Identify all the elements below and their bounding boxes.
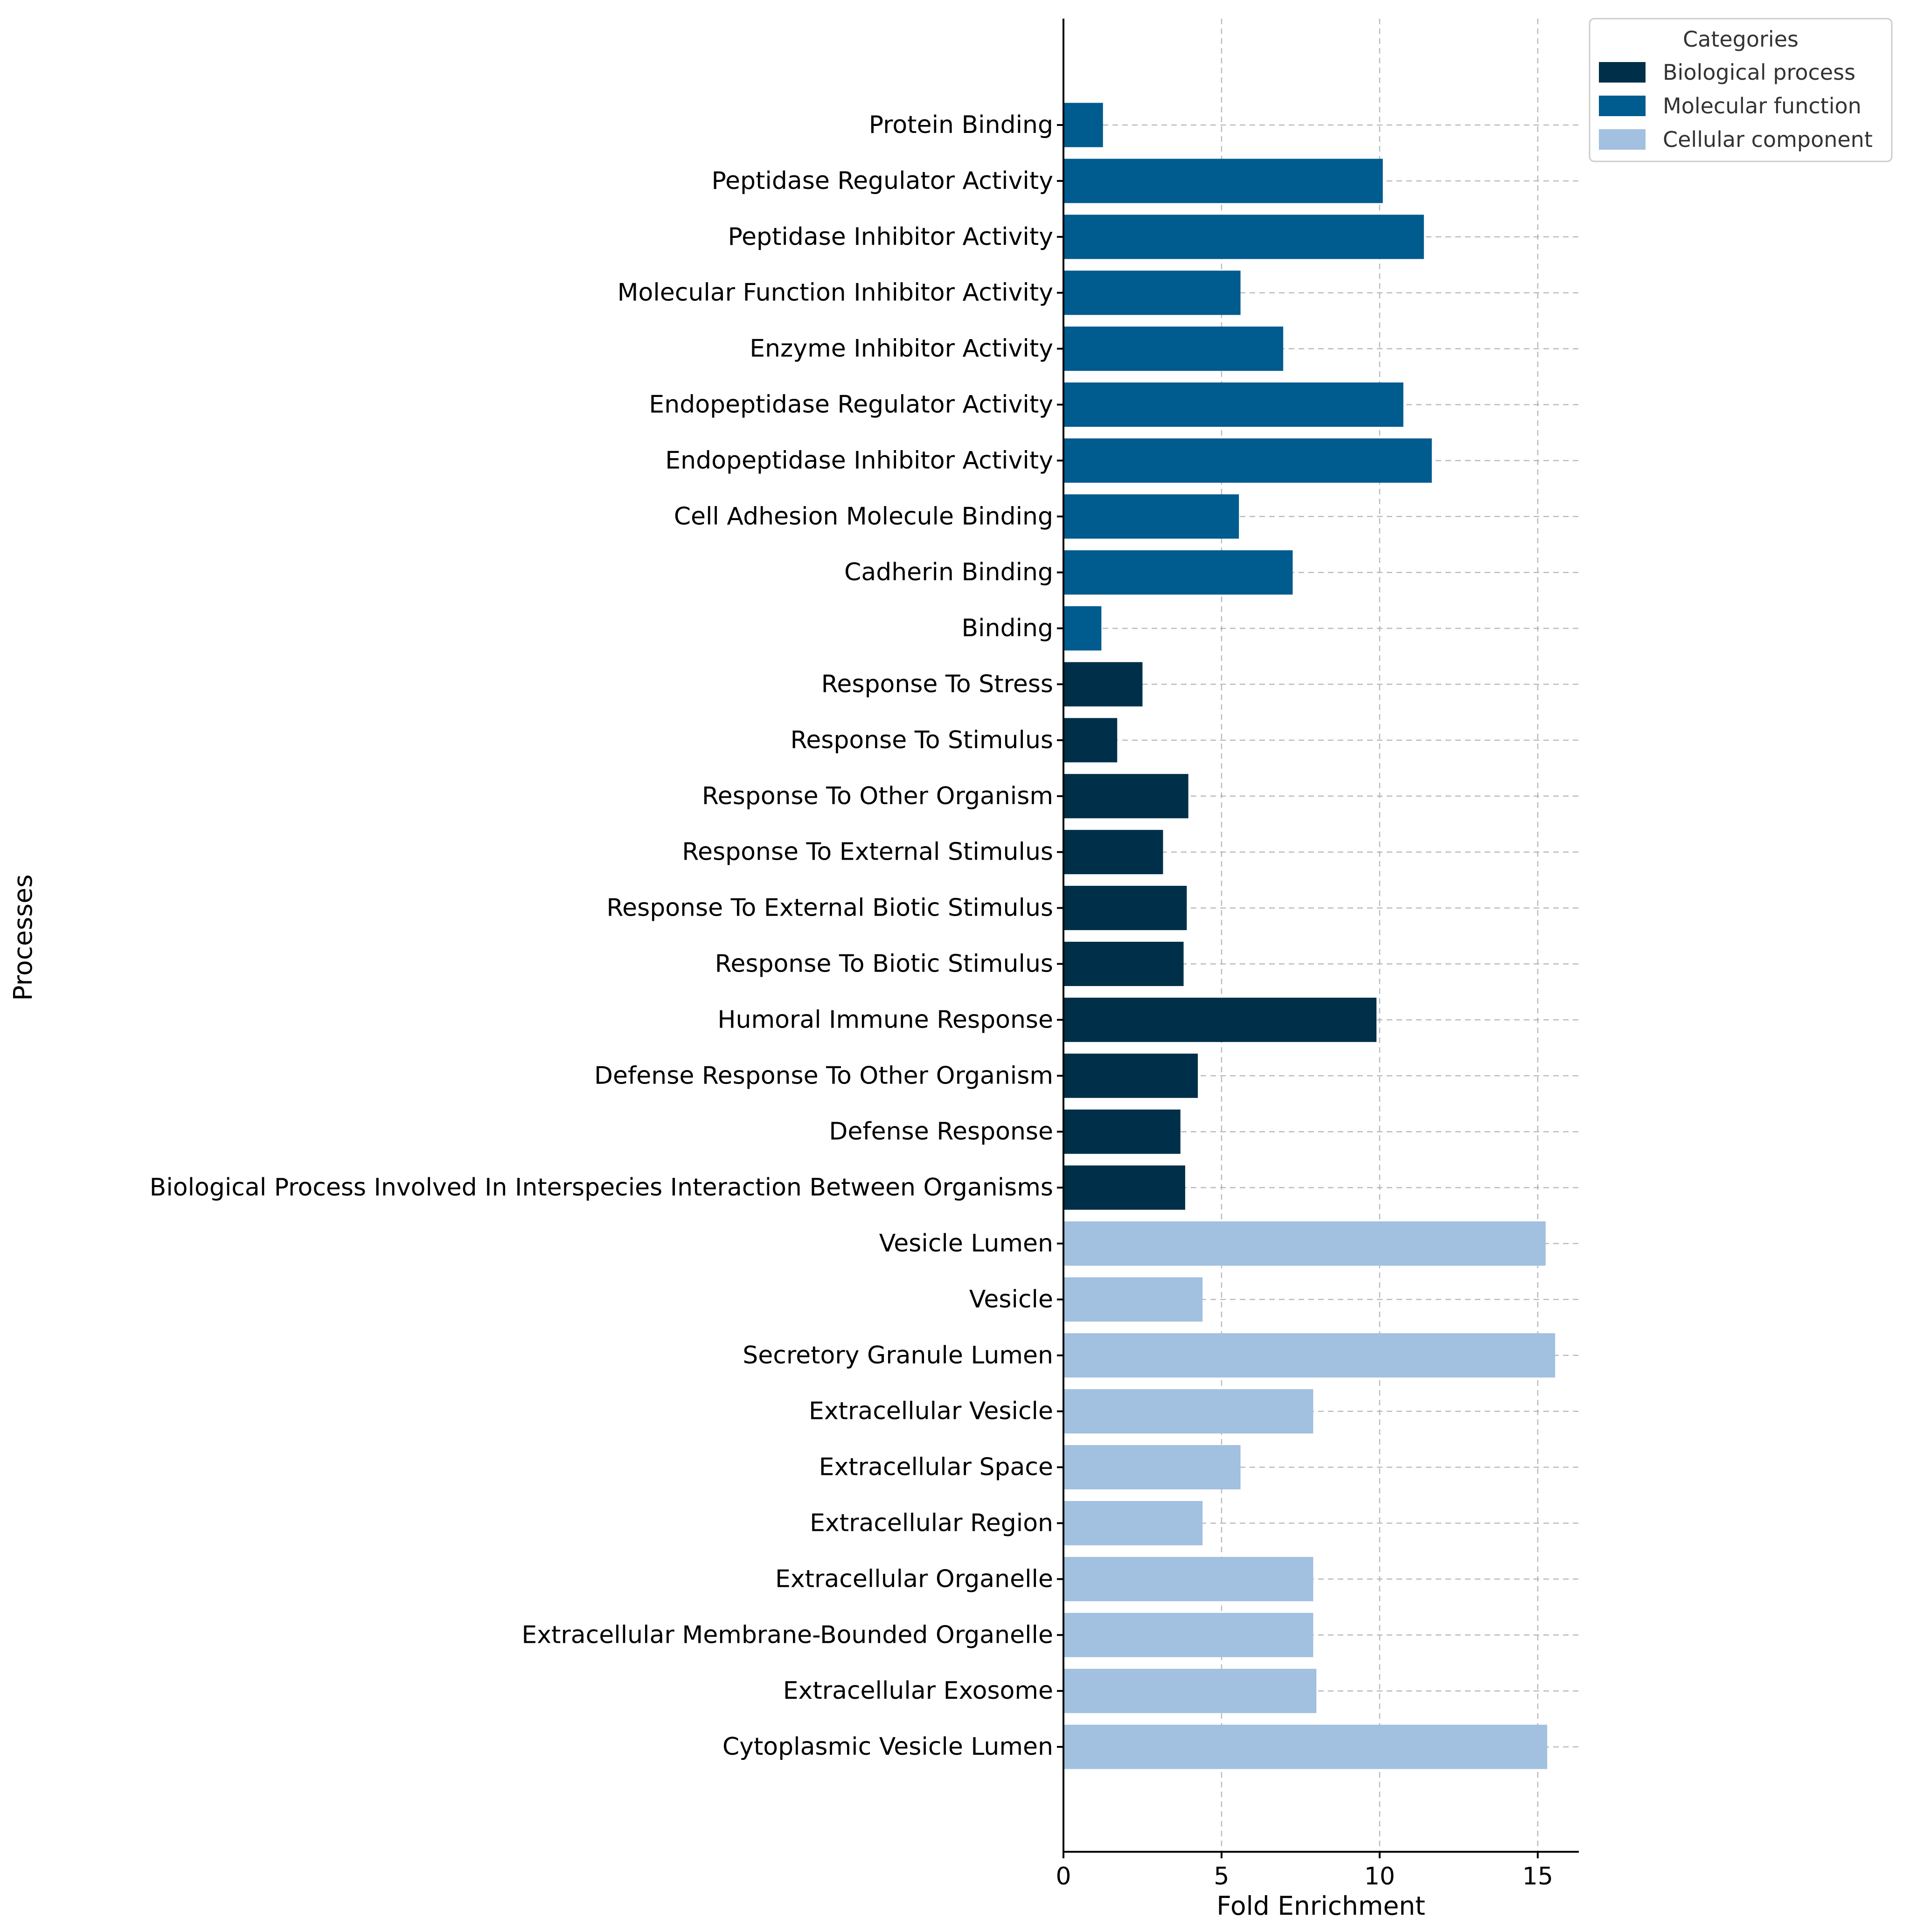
bar-protein-binding (1063, 103, 1103, 147)
y-tick-label-cytoplasmic-vesicle-lumen: Cytoplasmic Vesicle Lumen (722, 1733, 1053, 1761)
bar-extracellular-organelle (1063, 1557, 1313, 1601)
bar-extracellular-membrane-bounded-organelle (1063, 1612, 1313, 1657)
x-tick-label-0: 0 (1056, 1863, 1071, 1890)
x-tick-label-15: 15 (1522, 1863, 1553, 1890)
legend-swatch-biological-process (1599, 62, 1646, 83)
y-tick-label-enzyme-inhibitor-activity: Enzyme Inhibitor Activity (750, 335, 1053, 363)
y-axis-label: Processes (8, 874, 38, 1001)
x-tick-labels: 0 5 10 15 (1056, 1863, 1553, 1890)
y-tick-label-defense-response: Defense Response (829, 1118, 1053, 1146)
y-tick-label-extracellular-space: Extracellular Space (819, 1453, 1053, 1481)
y-tick-label-endopeptidase-regulator-activity: Endopeptidase Regulator Activity (649, 391, 1053, 419)
bar-response-to-external-stimulus (1063, 830, 1163, 875)
y-tick-label-extracellular-vesicle: Extracellular Vesicle (809, 1397, 1053, 1425)
y-tick-label-binding: Binding (962, 614, 1054, 642)
y-tick-label-extracellular-region: Extracellular Region (810, 1509, 1053, 1537)
bar-layer (1063, 103, 1556, 1769)
legend-swatch-cellular-component (1599, 129, 1646, 150)
bar-response-to-other-organism (1063, 774, 1188, 819)
y-tick-label-response-to-stress: Response To Stress (821, 670, 1053, 698)
bar-defense-response-to-other-organism (1063, 1053, 1198, 1098)
y-tick-label-humoral-immune-response: Humoral Immune Response (717, 1006, 1053, 1034)
y-tick-label-vesicle-lumen: Vesicle Lumen (879, 1230, 1053, 1258)
bar-cytoplasmic-vesicle-lumen (1063, 1724, 1548, 1769)
bar-response-to-external-biotic-stimulus (1063, 886, 1187, 931)
bar-biological-process-involved-in-interspecies-interaction-between-organisms (1063, 1165, 1185, 1210)
bar-response-to-stress (1063, 662, 1143, 707)
legend: Categories Biological process Molecular f… (1589, 18, 1893, 162)
x-tick-label-5: 5 (1214, 1863, 1229, 1890)
y-tick-label-defense-response-to-other-organism: Defense Response To Other Organism (594, 1062, 1053, 1090)
y-tick-label-cell-adhesion-molecule-binding: Cell Adhesion Molecule Binding (674, 502, 1053, 530)
y-tick-label-response-to-external-stimulus: Response To External Stimulus (682, 838, 1053, 866)
bar-vesicle-lumen (1063, 1221, 1546, 1266)
bar-peptidase-inhibitor-activity (1063, 215, 1424, 259)
x-tick-label-10: 10 (1364, 1863, 1395, 1890)
y-tick-label-response-to-other-organism: Response To Other Organism (702, 782, 1053, 810)
axis-layer (1057, 19, 1579, 1858)
bar-endopeptidase-inhibitor-activity (1063, 438, 1432, 483)
y-tick-label-extracellular-organelle: Extracellular Organelle (775, 1565, 1053, 1593)
y-tick-label-response-to-external-biotic-stimulus: Response To External Biotic Stimulus (606, 894, 1053, 922)
x-axis-label: Fold Enrichment (1216, 1891, 1425, 1921)
bar-extracellular-region (1063, 1501, 1203, 1545)
y-tick-label-peptidase-regulator-activity: Peptidase Regulator Activity (712, 167, 1053, 195)
y-tick-label-endopeptidase-inhibitor-activity: Endopeptidase Inhibitor Activity (665, 446, 1053, 474)
bar-peptidase-regulator-activity (1063, 159, 1383, 203)
legend-label-cellular-component: Cellular component (1663, 127, 1873, 152)
legend-frame (1589, 18, 1893, 162)
legend-swatch-molecular-function (1599, 96, 1646, 116)
bar-extracellular-vesicle (1063, 1389, 1313, 1434)
legend-label-molecular-function: Molecular function (1663, 93, 1861, 118)
bar-defense-response (1063, 1109, 1181, 1154)
y-tick-label-peptidase-inhibitor-activity: Peptidase Inhibitor Activity (728, 223, 1053, 251)
bar-response-to-biotic-stimulus (1063, 942, 1184, 986)
bar-binding (1063, 606, 1102, 651)
bar-humoral-immune-response (1063, 997, 1377, 1042)
y-tick-label-extracellular-exosome: Extracellular Exosome (783, 1677, 1053, 1705)
bar-extracellular-exosome (1063, 1668, 1317, 1713)
y-tick-label-extracellular-membrane-bounded-organelle: Extracellular Membrane-Bounded Organelle (521, 1621, 1053, 1649)
y-tick-labels: Protein Binding Peptidase Regulator Activ… (150, 111, 1053, 1761)
y-tick-label-protein-binding: Protein Binding (869, 111, 1053, 139)
bar-endopeptidase-regulator-activity (1063, 382, 1403, 427)
legend-title: Categories (1683, 27, 1799, 52)
y-tick-label-response-to-stimulus: Response To Stimulus (791, 726, 1054, 754)
y-tick-label-response-to-biotic-stimulus: Response To Biotic Stimulus (715, 950, 1053, 978)
y-tick-label-molecular-function-inhibitor-activity: Molecular Function Inhibitor Activity (618, 279, 1053, 307)
legend-entries: Biological process Molecular function Cell… (1599, 60, 1873, 152)
y-tick-label-cadherin-binding: Cadherin Binding (844, 558, 1053, 586)
bar-response-to-stimulus (1063, 718, 1118, 763)
grid-layer (1063, 19, 1579, 1852)
y-tick-label-biological-process-involved-in-interspecies-interaction-between-organisms: Biological Process Involved In Interspec… (150, 1174, 1053, 1202)
y-tick-label-secretory-granule-lumen: Secretory Granule Lumen (743, 1341, 1053, 1369)
bar-cell-adhesion-molecule-binding (1063, 494, 1239, 539)
bar-extracellular-space (1063, 1445, 1241, 1490)
bar-molecular-function-inhibitor-activity (1063, 271, 1241, 315)
legend-label-biological-process: Biological process (1663, 60, 1855, 85)
bar-secretory-granule-lumen (1063, 1333, 1556, 1378)
y-tick-label-vesicle: Vesicle (969, 1286, 1053, 1313)
bar-vesicle (1063, 1277, 1203, 1322)
bar-cadherin-binding (1063, 550, 1293, 595)
bar-enzyme-inhibitor-activity (1063, 327, 1284, 371)
